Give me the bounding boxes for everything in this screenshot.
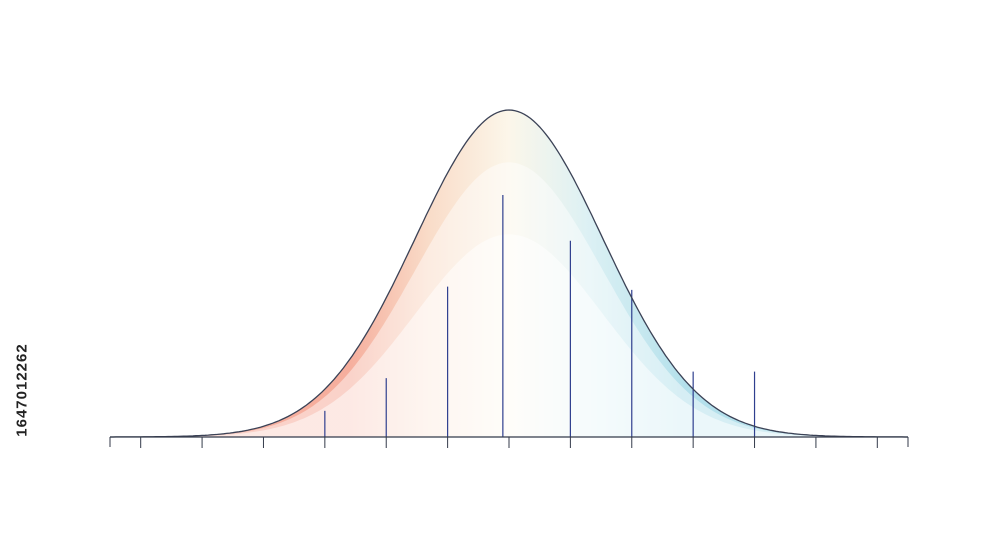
divider-lines xyxy=(324,195,756,437)
distribution-fill xyxy=(110,110,908,438)
side-label: 1647012262 xyxy=(13,343,31,437)
x-axis xyxy=(109,436,909,448)
distribution-curve xyxy=(110,109,908,438)
curve-outline xyxy=(110,109,908,438)
inner-band-2 xyxy=(110,234,908,437)
